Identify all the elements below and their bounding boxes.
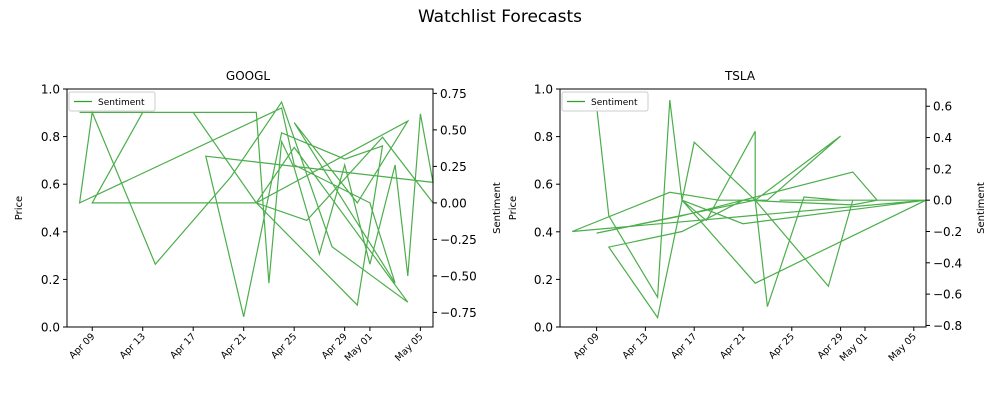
series-line-sentiment [571,99,927,320]
right-tick-label: −0.25 [440,233,477,247]
plot-area: 0.0 0.2 0.4 0.6 0.8 1.0 −0.75 −0.50 −0.25 0.00 0.2… [41,83,477,364]
left-tick-label: 0.6 [534,178,553,192]
x-tick-label: Apr 09 [67,331,97,361]
left-tick-label: 1.0 [41,83,60,97]
right-tick-label: 0.25 [440,160,467,174]
plot-frame [559,88,927,328]
plot-area: 0.0 0.2 0.4 0.6 0.8 1.0 −0.8 −0.6 −0.4 −0.2 0.0 0.2… [534,83,962,364]
left-tick-label: 0.4 [534,225,553,239]
left-tick-label: 0.8 [534,130,553,144]
right-tick-label: 0.2 [933,162,952,176]
right-tick-label: −0.6 [933,288,962,302]
right-tick-label: −0.8 [933,319,962,333]
left-tick-label: 0.0 [534,321,553,335]
right-axis-label: Sentiment [492,182,503,234]
left-tick-label: 0.2 [41,273,60,287]
x-tick-label: Apr 21 [718,331,748,361]
chart-tsla: TSLA Price Sentiment 0.0 0.2 0.4 0.6 0.8 1.0 −… [508,69,987,364]
right-tick-label: −0.75 [440,306,477,320]
right-tick-label: −0.50 [440,269,477,283]
right-tick-label: 0.75 [440,87,467,101]
legend-label: Sentiment [98,98,145,108]
x-tick-label: May 05 [887,331,919,363]
x-tick-label: Apr 09 [572,331,602,361]
x-tick-label: Apr 13 [118,331,148,361]
x-tick-label: May 01 [343,331,375,363]
x-tick-label: Apr 25 [767,331,797,361]
x-tick-label: Apr 13 [620,331,650,361]
left-tick-label: 0.2 [534,273,553,287]
left-axis-label: Price [14,196,25,220]
left-axis-label: Price [508,196,519,220]
legend-label: Sentiment [591,98,638,108]
right-axis-label: Sentiment [976,182,987,234]
chart-googl: GOOGL Price Sentiment 0.0 0.2 0.4 0.6 0.8 1.0… [14,69,503,364]
left-tick-label: 0.8 [41,130,60,144]
left-tick-label: 1.0 [534,83,553,97]
right-tick-label: 0.6 [933,100,952,114]
right-tick-label: 0.00 [440,196,467,210]
x-tick-label: Apr 25 [269,331,299,361]
right-tick-label: −0.2 [933,225,962,239]
right-tick-label: −0.4 [933,256,962,270]
right-tick-label: 0.50 [440,123,467,137]
legend-box [68,91,156,112]
x-tick-label: Apr 17 [168,331,198,361]
legend: Sentiment [68,91,156,112]
x-tick-label: Apr 21 [219,331,249,361]
right-tick-label: 0.4 [933,131,952,145]
legend-box [561,91,649,112]
left-tick-label: 0.4 [41,225,60,239]
x-tick-label: Apr 17 [669,331,699,361]
right-tick-label: 0.0 [933,194,952,208]
plot-frame [66,88,434,328]
left-tick-label: 0.0 [41,321,60,335]
x-tick-label: May 05 [393,331,425,363]
figure-title: Watchlist Forecasts [418,7,582,27]
left-tick-label: 0.6 [41,178,60,192]
legend: Sentiment [561,91,649,112]
chart-title: TSLA [724,69,756,83]
chart-title: GOOGL [226,69,270,83]
series-line-sentiment [78,100,434,317]
